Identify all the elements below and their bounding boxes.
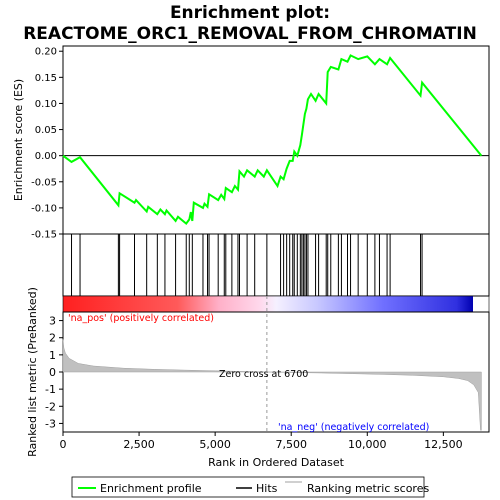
- pos-correlated-label: 'na_pos' (positively correlated): [68, 313, 214, 324]
- es-y-axis-ticks: -0.15 -0.10 -0.05 0.00 0.05 0.10 0.15 0.20: [31, 47, 63, 241]
- es-y-tick-label: -0.10: [31, 203, 57, 214]
- metric-x-tick-label: 12,500: [424, 438, 463, 451]
- metric-x-tick-label: 0: [60, 438, 67, 451]
- es-panel: -0.15 -0.10 -0.05 0.00 0.05 0.10 0.15 0.20 Enri…: [12, 45, 490, 241]
- metric-x-tick-label: 10,000: [348, 438, 387, 451]
- es-y-tick-label: 0.20: [35, 47, 57, 58]
- metric-y-axis-label: Ranked list metric (PreRanked): [26, 287, 39, 457]
- metric-y-tick-label: 3: [49, 315, 56, 328]
- metric-y-tick-label: -2: [45, 400, 56, 413]
- es-y-tick-label: 0.10: [35, 99, 57, 110]
- legend-metric-label: Ranking metric scores: [307, 482, 429, 495]
- metric-x-tick-label: 5,000: [199, 438, 231, 451]
- legend-enrichment-label: Enrichment profile: [100, 482, 202, 495]
- metric-y-tick-label: -1: [45, 383, 56, 396]
- es-y-tick-label: 0.05: [35, 125, 57, 136]
- zero-cross-label: Zero cross at 6700: [219, 369, 308, 380]
- neg-correlated-label: 'na_neg' (negatively correlated): [278, 422, 429, 433]
- es-y-axis-label: Enrichment score (ES): [12, 79, 25, 201]
- chart-title-line1: Enrichment plot:: [170, 3, 330, 23]
- es-y-tick-label: 0.00: [35, 151, 57, 162]
- chart-title-line2: REACTOME_ORC1_REMOVAL_FROM_CHROMATIN: [23, 24, 477, 44]
- metric-y-axis-ticks: -3 -2 -1 0 1 2 3: [45, 315, 63, 430]
- ranking-metric-area: [62, 339, 482, 431]
- metric-y-tick-label: 0: [49, 366, 56, 379]
- legend-hits-label: Hits: [256, 482, 278, 495]
- hits-marks: [71, 234, 423, 296]
- metric-y-tick-label: 1: [49, 349, 56, 362]
- es-panel-frame: [62, 45, 490, 235]
- es-y-tick-label: -0.05: [31, 177, 57, 188]
- es-y-tick-label: 0.15: [35, 73, 57, 84]
- metric-x-axis-ticks: 0 2,500 5,000 7,500 10,000 12,500: [60, 432, 463, 451]
- hits-panel-frame: [62, 233, 490, 297]
- metric-y-tick-label: -3: [45, 417, 56, 430]
- metric-x-tick-label: 7,500: [275, 438, 307, 451]
- hits-panel: [62, 233, 490, 313]
- legend-frame: [71, 476, 425, 498]
- rank-color-bar: [63, 296, 473, 312]
- legend: Enrichment profile Hits Ranking metric s…: [71, 476, 429, 498]
- metric-y-tick-label: 2: [49, 332, 56, 345]
- enrichment-profile-line: [62, 54, 483, 226]
- es-y-tick-label: -0.15: [31, 230, 57, 241]
- metric-x-axis-label: Rank in Ordered Dataset: [208, 456, 345, 469]
- metric-x-tick-label: 2,500: [123, 438, 155, 451]
